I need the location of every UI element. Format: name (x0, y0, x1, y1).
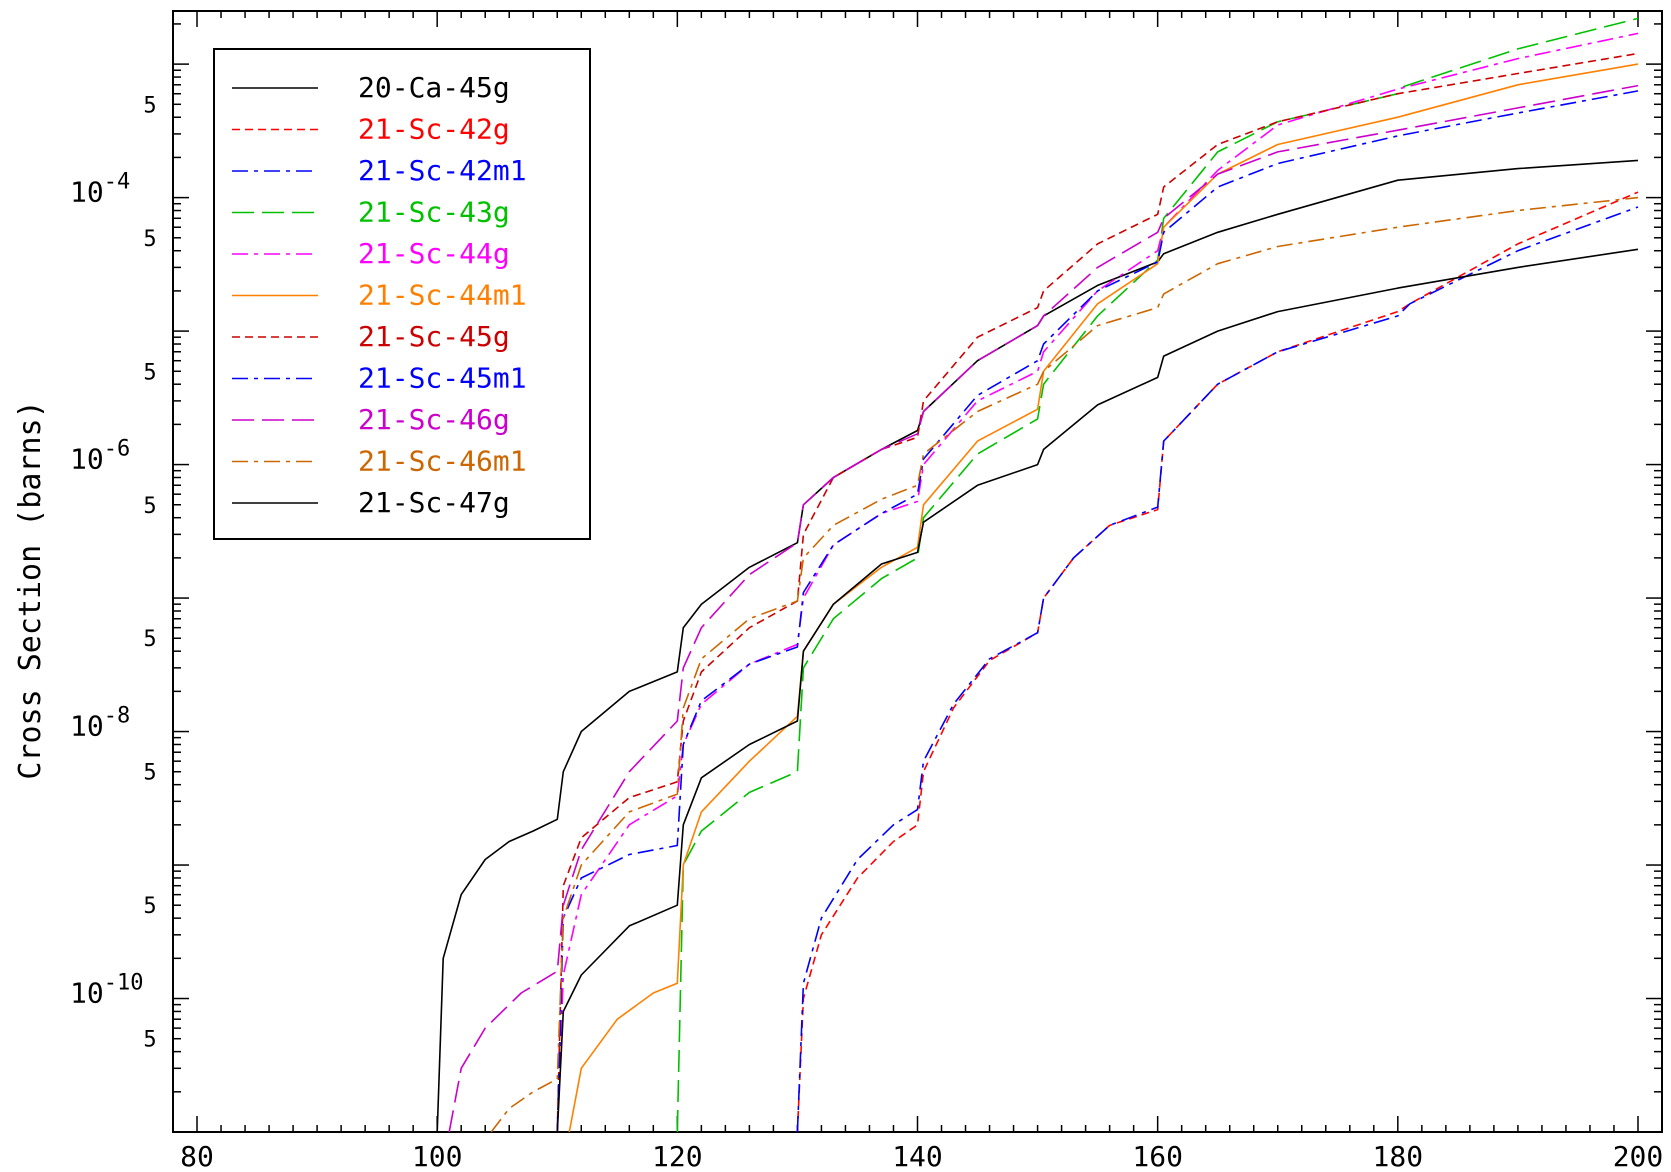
x-tick-label: 200 (1613, 1140, 1664, 1172)
series-layer (436, 17, 1639, 1132)
legend-label: 21-Sc-46m1 (358, 445, 527, 478)
legend-box (213, 48, 591, 540)
legend-label: 20-Ca-45g (358, 71, 510, 104)
series-line-21-Sc-42m1 (796, 206, 1639, 1132)
y-major-tick-label: 10-6 (70, 437, 130, 476)
y-major-tick-label: 10-10 (70, 971, 143, 1010)
series-line-21-Sc-44g (556, 32, 1639, 1132)
legend-label: 21-Sc-45g (358, 320, 510, 353)
series-line-21-Sc-45m1 (556, 90, 1639, 1132)
y-minor-tick-label: 5 (143, 93, 156, 118)
x-axis-ticks: 80 100 120 140 160 180 200 (172, 11, 1664, 1172)
y-minor-tick-label: 5 (143, 761, 156, 786)
x-tick-label: 80 (180, 1140, 214, 1172)
legend-label: 21-Sc-45m1 (358, 362, 527, 395)
series-line-21-Sc-44m1 (568, 63, 1639, 1132)
series-line-21-Sc-47g (556, 248, 1639, 1132)
legend-label: 21-Sc-42m1 (358, 154, 527, 187)
legend-label: 21-Sc-43g (358, 196, 510, 229)
series-line-21-Sc-42g (796, 191, 1639, 1132)
y-axis-ticks: 10-10 10-8 10-6 10-4 5 5 5 5 5 5 5 5 (70, 23, 1662, 1133)
legend-label: 21-Sc-44m1 (358, 279, 527, 312)
y-minor-tick-label: 5 (143, 227, 156, 252)
x-tick-label: 100 (412, 1140, 463, 1172)
legend: 20-Ca-45g 21-Sc-42g 21-Sc-42m1 21-Sc-43g 21-… (213, 48, 591, 540)
legend-label: 21-Sc-47g (358, 486, 510, 519)
x-tick-label: 120 (652, 1140, 703, 1172)
y-axis-title: Cross Section (barns) (13, 400, 48, 779)
legend-label: 21-Sc-46g (358, 403, 510, 436)
series-line-21-Sc-46g (448, 84, 1639, 1132)
legend-label: 21-Sc-44g (358, 237, 510, 270)
y-minor-tick-label: 5 (143, 1028, 156, 1053)
x-tick-label: 160 (1132, 1140, 1183, 1172)
y-minor-tick-label: 5 (143, 894, 156, 919)
legend-label: 21-Sc-42g (358, 113, 510, 146)
y-minor-tick-label: 5 (143, 360, 156, 385)
x-tick-label: 180 (1373, 1140, 1424, 1172)
y-major-tick-label: 10-4 (70, 170, 130, 209)
y-major-tick-label: 10-8 (70, 704, 130, 743)
y-minor-tick-label: 5 (143, 494, 156, 519)
series-line-21-Sc-45g (556, 52, 1639, 1132)
y-minor-tick-label: 5 (143, 627, 156, 652)
series-line-21-Sc-43g (676, 17, 1639, 1132)
x-tick-label: 140 (892, 1140, 943, 1172)
series-line-21-Sc-46m1 (490, 196, 1639, 1132)
